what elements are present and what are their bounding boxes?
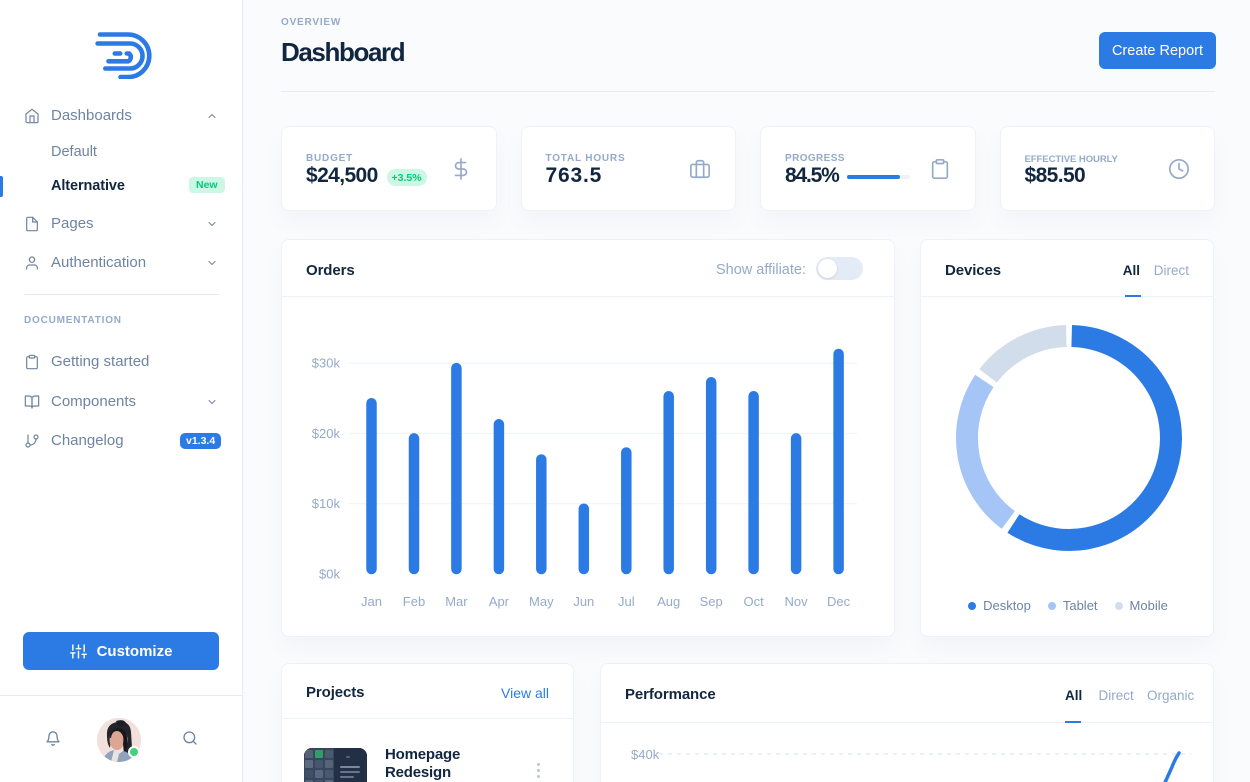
svg-text:Jun: Jun [573, 594, 594, 609]
svg-text:Jan: Jan [361, 594, 382, 609]
svg-text:Mar: Mar [445, 594, 468, 609]
svg-text:Feb: Feb [403, 594, 425, 609]
svg-text:Aug: Aug [657, 594, 680, 609]
svg-text:Nov: Nov [785, 594, 809, 609]
svg-text:$20k: $20k [312, 426, 341, 441]
svg-text:May: May [529, 594, 554, 609]
svg-text:Jul: Jul [618, 594, 635, 609]
svg-text:$0k: $0k [319, 567, 340, 582]
svg-text:Apr: Apr [489, 594, 510, 609]
svg-text:Dec: Dec [827, 594, 851, 609]
svg-text:$10k: $10k [312, 496, 341, 511]
svg-text:Oct: Oct [743, 594, 764, 609]
svg-text:Sep: Sep [700, 594, 723, 609]
svg-text:$30k: $30k [312, 356, 341, 371]
